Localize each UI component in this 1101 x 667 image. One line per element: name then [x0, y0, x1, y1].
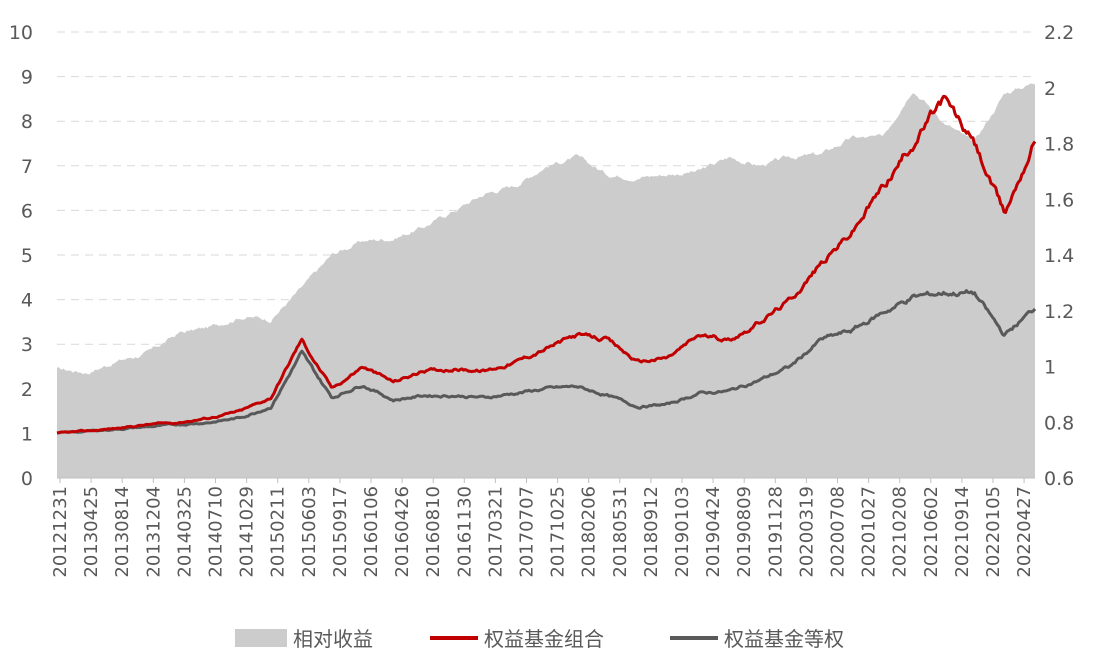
y-right-tick-label: 1.6 [1044, 189, 1074, 211]
line-layer [56, 94, 1037, 435]
y-left-tick-label: 2 [21, 379, 33, 401]
y-right-tick-label: 2.2 [1044, 22, 1074, 44]
x-tick-label: 20170707 [517, 486, 538, 578]
x-tick-label: 20200708 [828, 486, 849, 578]
y-right-tick-label: 1.4 [1044, 245, 1074, 267]
x-tick-label: 20201027 [859, 486, 880, 578]
x-tick-label: 20191128 [765, 486, 786, 578]
series-line-fund-portfolio [56, 94, 1037, 435]
y-left-tick-label: 4 [21, 290, 33, 312]
x-tick-label: 20171025 [548, 486, 569, 578]
x-tick-label: 20170321 [485, 486, 506, 578]
x-axis: 20121231 20130425 20130814 20131204 20140325… [50, 477, 1035, 578]
legend-label-fund-portfolio: 权益基金组合 [484, 627, 604, 651]
y-right-tick-label: 1.8 [1044, 134, 1074, 156]
legend-label-relative-return: 相对收益 [293, 627, 373, 651]
x-tick-label: 20180531 [610, 486, 631, 578]
y-right-tick-label: 1 [1044, 357, 1056, 379]
x-tick-label: 20190424 [703, 486, 724, 578]
y-left-tick-label: 0 [21, 468, 33, 490]
x-tick-label: 20131204 [143, 486, 164, 578]
y-left-tick-label: 3 [21, 334, 33, 356]
y-right-tick-label: 1.2 [1044, 301, 1074, 323]
x-tick-label: 20161130 [454, 486, 475, 578]
x-tick-label: 20150603 [299, 486, 320, 578]
x-tick-label: 20140325 [174, 486, 195, 578]
series-line-equal-weight [56, 289, 1037, 435]
y-left-tick-label: 5 [21, 245, 33, 267]
x-tick-label: 20140710 [206, 486, 227, 578]
x-tick-label: 20160810 [423, 486, 444, 578]
y-axis-left: 0 1 2 3 4 5 6 7 8 9 10 [9, 22, 33, 490]
legend: 相对收益 权益基金组合 权益基金等权 [235, 627, 844, 651]
legend-swatch-relative-return [235, 629, 287, 647]
x-tick-label: 20180912 [641, 486, 662, 578]
y-left-tick-label: 10 [9, 22, 33, 44]
x-tick-label: 20121231 [50, 486, 71, 578]
x-tick-label: 20210602 [921, 486, 942, 578]
x-tick-label: 20220105 [983, 486, 1004, 578]
x-tick-label: 20130425 [81, 486, 102, 578]
series-area-relative-return [57, 83, 1035, 478]
x-tick-label: 20150211 [268, 486, 289, 578]
y-left-tick-label: 7 [21, 156, 33, 178]
x-tick-label: 20160106 [361, 486, 382, 578]
x-tick-label: 20130814 [112, 486, 133, 578]
x-tick-label: 20190809 [734, 486, 755, 578]
x-tick-label: 20210914 [952, 486, 973, 578]
x-tick-label: 20210208 [890, 486, 911, 578]
y-right-tick-label: 0.8 [1044, 412, 1074, 434]
x-tick-label: 20160426 [392, 486, 413, 578]
y-left-tick-label: 1 [21, 423, 33, 445]
y-axis-right: 0.6 0.8 1 1.2 1.4 1.6 1.8 2 2.2 [1044, 22, 1074, 490]
x-tick-label: 20180206 [579, 486, 600, 578]
x-tick-label: 20220427 [1014, 486, 1035, 578]
y-right-tick-label: 0.6 [1044, 468, 1074, 490]
x-tick-label: 20141029 [237, 486, 258, 578]
x-tick-label: 20200319 [796, 486, 817, 578]
y-left-tick-label: 9 [21, 67, 33, 89]
legend-label-equal-weight: 权益基金等权 [724, 627, 844, 651]
x-tick-label: 20150917 [330, 486, 351, 578]
y-left-tick-label: 6 [21, 200, 33, 222]
y-right-tick-label: 2 [1044, 78, 1056, 100]
x-tick-label: 20190103 [672, 486, 693, 578]
y-left-tick-label: 8 [21, 111, 33, 133]
area-layer [57, 83, 1035, 478]
